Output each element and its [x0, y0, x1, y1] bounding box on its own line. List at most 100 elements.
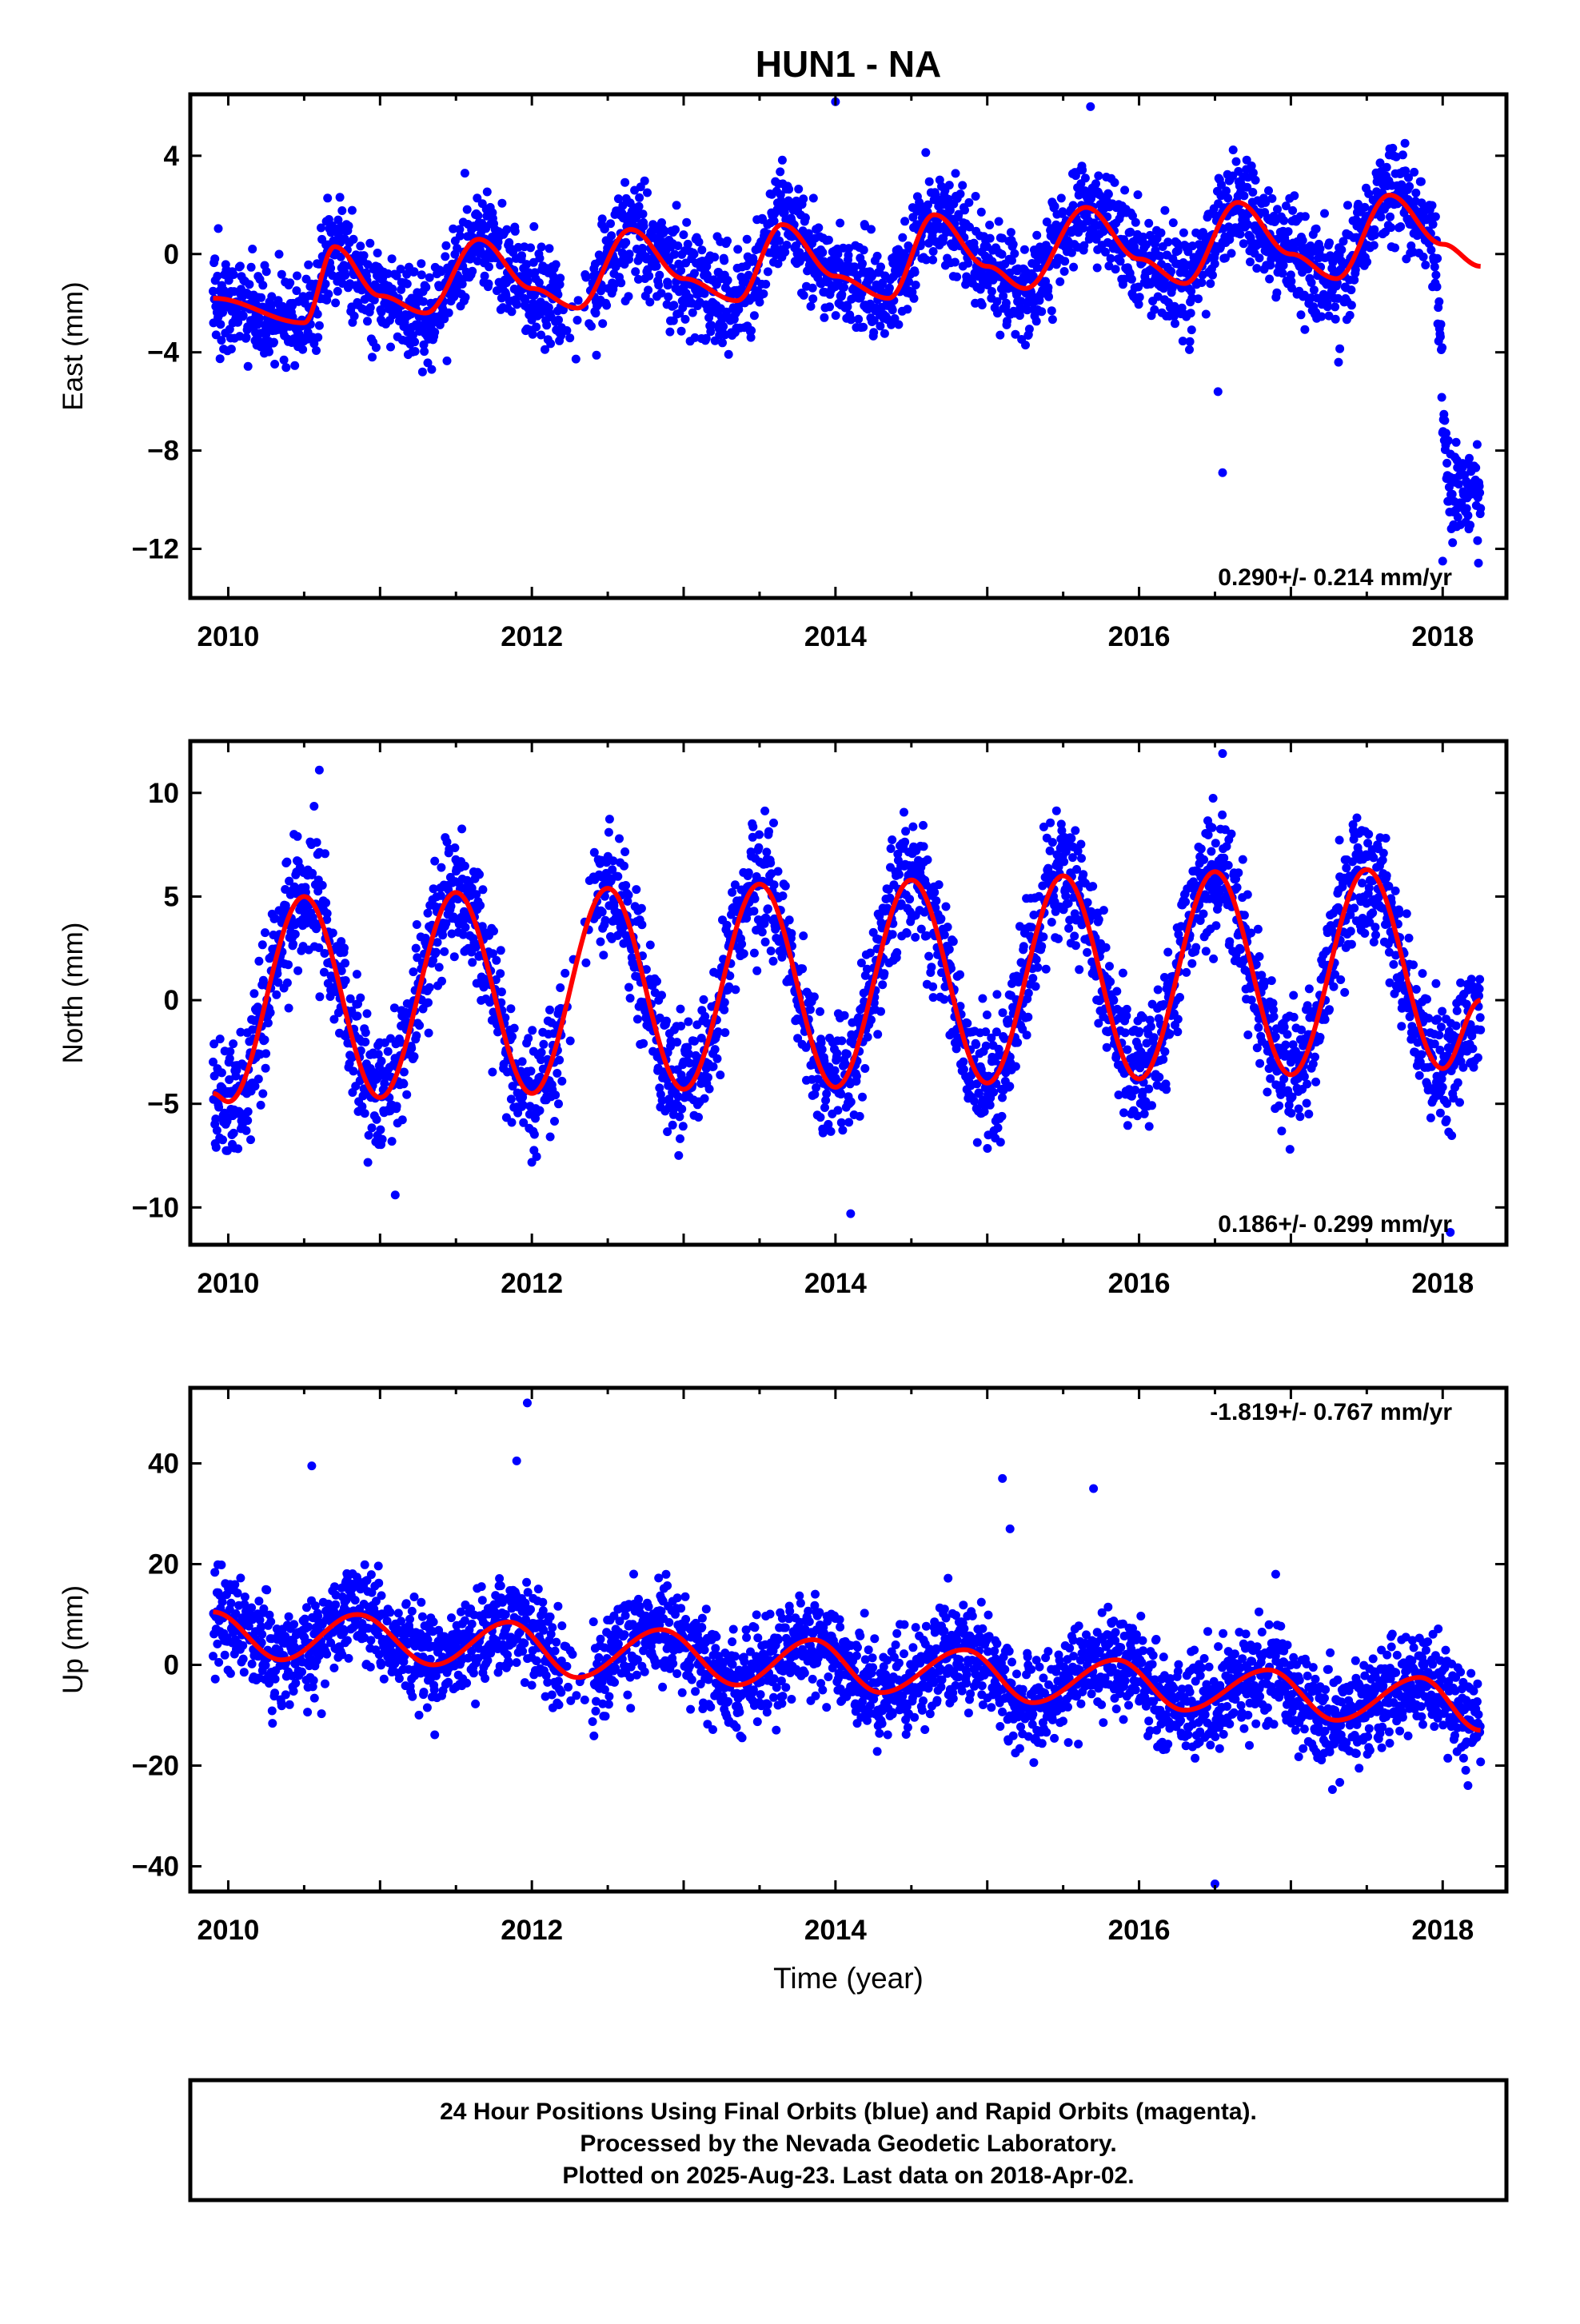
- data-point: [249, 989, 258, 998]
- x-tick-label: 2010: [198, 621, 260, 652]
- data-point: [363, 317, 372, 325]
- data-point: [410, 1052, 419, 1061]
- data-point: [1009, 240, 1018, 249]
- data-point: [930, 888, 939, 897]
- data-point: [977, 208, 986, 217]
- data-point: [261, 1035, 269, 1044]
- data-point: [561, 969, 569, 978]
- data-point: [1232, 157, 1241, 166]
- data-point: [353, 970, 361, 979]
- data-point: [476, 901, 485, 910]
- data-point: [247, 263, 256, 272]
- data-point: [867, 1015, 876, 1024]
- data-point: [674, 1151, 683, 1160]
- data-point: [269, 338, 278, 347]
- data-point: [911, 933, 920, 942]
- data-point: [1123, 1005, 1131, 1014]
- data-point: [233, 1144, 242, 1153]
- data-point: [450, 843, 459, 852]
- data-point: [822, 1090, 831, 1098]
- data-point: [229, 270, 238, 279]
- data-point: [676, 1022, 685, 1030]
- data-point: [427, 365, 436, 374]
- data-point: [502, 225, 511, 234]
- data-point: [1473, 440, 1482, 449]
- data-point: [639, 1039, 648, 1048]
- data-point: [626, 994, 635, 1003]
- data-point: [443, 357, 452, 365]
- plot-area-north: [209, 749, 1485, 1237]
- data-point: [940, 931, 949, 939]
- data-point: [1317, 313, 1326, 321]
- data-point: [637, 904, 646, 913]
- data-point: [760, 807, 769, 815]
- data-point: [655, 271, 664, 280]
- x-tick-label: 2018: [1411, 621, 1474, 652]
- data-point: [402, 1090, 411, 1099]
- data-point: [876, 262, 885, 271]
- data-point: [424, 999, 433, 1007]
- data-point: [878, 980, 887, 989]
- data-point: [676, 266, 685, 275]
- data-point: [384, 1047, 393, 1056]
- data-point: [1386, 223, 1395, 232]
- data-point: [545, 1006, 554, 1015]
- data-point: [1099, 906, 1108, 915]
- data-point: [843, 302, 852, 311]
- data-point: [616, 278, 625, 287]
- data-point: [1025, 325, 1034, 333]
- data-point: [944, 923, 952, 931]
- data-point: [497, 199, 506, 208]
- data-point: [956, 971, 964, 979]
- data-point: [604, 828, 613, 837]
- data-point: [1010, 249, 1019, 258]
- data-point: [373, 249, 382, 257]
- data-point: [337, 206, 346, 215]
- data-point: [782, 241, 791, 249]
- data-point: [898, 233, 907, 242]
- data-point: [1436, 333, 1445, 341]
- data-point: [536, 1106, 545, 1115]
- data-point: [1206, 279, 1215, 288]
- data-point: [755, 831, 764, 839]
- data-point: [1043, 283, 1052, 292]
- data-point: [236, 261, 245, 270]
- data-point: [814, 223, 823, 232]
- data-point: [876, 321, 884, 330]
- data-point: [810, 992, 819, 1001]
- data-point: [530, 1130, 539, 1139]
- x-tick-label: 2016: [1108, 621, 1171, 652]
- data-point: [908, 823, 917, 831]
- data-point: [924, 952, 933, 961]
- data-point: [900, 217, 909, 225]
- data-point: [1337, 245, 1346, 254]
- data-point: [517, 251, 526, 260]
- data-point: [1048, 315, 1057, 324]
- data-point: [761, 280, 770, 289]
- data-point: [824, 236, 833, 245]
- data-point: [1448, 538, 1457, 547]
- data-point: [1179, 229, 1188, 237]
- data-point: [1069, 263, 1078, 272]
- data-point: [246, 1135, 255, 1144]
- data-point: [901, 827, 910, 835]
- data-point: [799, 931, 808, 940]
- data-point: [775, 237, 784, 245]
- data-point: [410, 337, 419, 346]
- data-point: [282, 858, 291, 867]
- data-point: [461, 169, 469, 177]
- data-point: [925, 177, 934, 186]
- data-point: [880, 969, 888, 978]
- data-point: [485, 280, 493, 289]
- data-point: [290, 361, 299, 370]
- data-point: [323, 193, 332, 202]
- data-point: [769, 957, 778, 966]
- data-point: [1371, 230, 1379, 239]
- data-point: [1227, 249, 1236, 257]
- data-point: [360, 251, 369, 260]
- data-point: [1343, 201, 1352, 209]
- data-point: [293, 272, 301, 281]
- data-point: [672, 1038, 681, 1046]
- data-point: [1290, 191, 1299, 200]
- data-point: [1438, 393, 1446, 402]
